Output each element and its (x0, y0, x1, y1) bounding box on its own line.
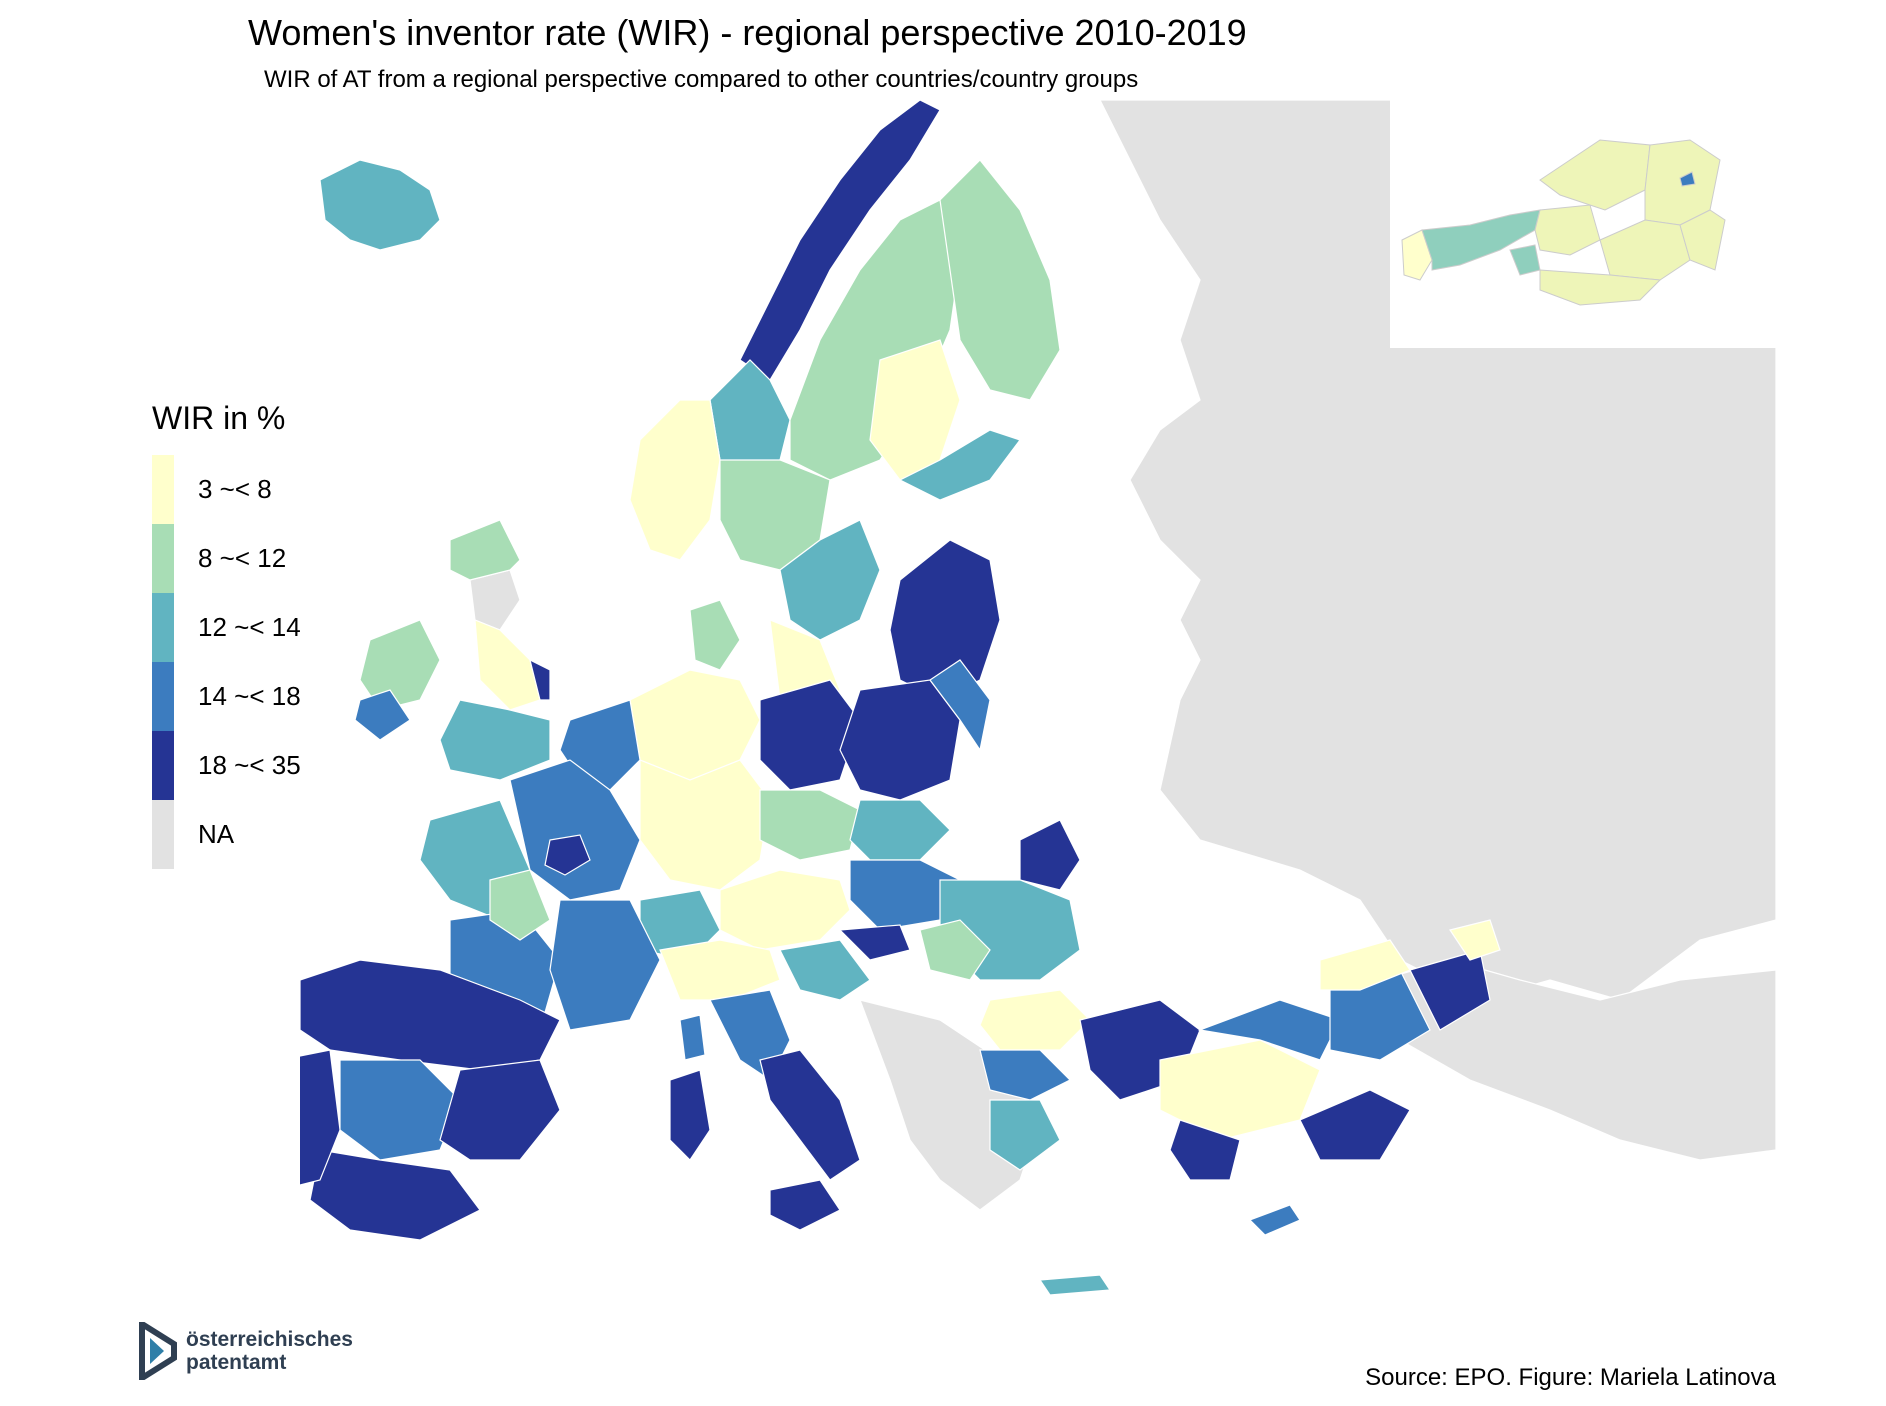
region-spain-south (309, 1149, 481, 1241)
region-turkey-south (1169, 1119, 1241, 1181)
region-na-caucasus (1379, 959, 1776, 1161)
region-turkey-southeast (1299, 1089, 1411, 1161)
region-england-south (439, 699, 551, 781)
legend-title: WIR in % (152, 400, 286, 436)
legend-label: 12 ~< 14 (198, 612, 301, 642)
source-note: Source: EPO. Figure: Mariela Latinova (1365, 1364, 1776, 1391)
austria-inset-svg (1401, 139, 1726, 306)
legend-swatch (152, 455, 174, 524)
map-svg (300, 100, 1776, 1296)
region-france-paris (544, 834, 591, 876)
map-subtitle: WIR of AT from a regional perspective co… (264, 66, 1139, 93)
region-corsica (679, 1014, 706, 1061)
region-baltics (889, 539, 1001, 701)
inset-vorarlberg (1401, 229, 1433, 281)
region-england-east (529, 658, 551, 701)
legend-item: 8 ~< 12 (152, 524, 301, 593)
region-sardinia (669, 1069, 711, 1161)
map-title: Women's inventor rate (WIR) - regional p… (248, 12, 1247, 53)
region-na-balkans (859, 999, 1041, 1211)
legend-swatch (152, 662, 174, 731)
inset-east-tyrol (1509, 244, 1541, 276)
region-norway-south (629, 399, 721, 561)
legend-swatch (152, 731, 174, 800)
region-spain-east (439, 1059, 561, 1161)
region-turkey-far-northeast (1449, 919, 1501, 961)
region-england-north (474, 619, 541, 711)
region-austria (719, 869, 851, 951)
region-sweden-east (779, 519, 881, 641)
region-poland-west (759, 679, 861, 791)
patentamt-logo-icon (139, 1322, 177, 1380)
region-portugal (300, 1049, 341, 1186)
region-france-center (489, 869, 551, 941)
inset-styria (1599, 219, 1691, 281)
region-poland-southeast (929, 659, 991, 752)
legend-swatch (152, 593, 174, 662)
region-ireland (359, 619, 441, 711)
austria-inset (1390, 100, 1776, 348)
legend-label: 3 ~< 8 (198, 474, 272, 504)
region-norway-north (739, 100, 941, 381)
region-czechia (759, 789, 861, 861)
legend-item: 3 ~< 8 (152, 455, 301, 524)
region-romania-central (919, 919, 991, 981)
logo-text: österreichisches patentamt (186, 1328, 353, 1374)
inset-upper-austria (1539, 139, 1651, 211)
region-turkey-northeast (1319, 939, 1411, 991)
inset-carinthia (1539, 269, 1662, 306)
region-france-southeast (549, 899, 661, 1031)
logo-line2: patentamt (186, 1351, 287, 1374)
region-denmark (689, 599, 741, 671)
region-bulgaria (979, 989, 1091, 1051)
patentamt-logo: österreichisches patentamt (138, 1322, 353, 1380)
inset-vienna (1679, 171, 1696, 187)
legend-label: 18 ~< 35 (198, 750, 301, 780)
region-romania-north (1019, 819, 1081, 891)
region-italy-north (659, 939, 781, 1001)
inset-burgenland (1679, 209, 1726, 271)
region-france-north (509, 759, 641, 901)
region-germany-south (639, 759, 771, 891)
logo-line1: österreichisches (186, 1328, 353, 1351)
legend-swatch (152, 800, 174, 869)
inset-salzburg (1534, 204, 1601, 256)
region-ireland-south (354, 689, 411, 741)
region-turkey-far-east (1409, 949, 1491, 1031)
region-croatia (779, 939, 871, 1001)
region-slovakia (849, 799, 951, 861)
legend-item: NA (152, 800, 301, 869)
region-spain-central (339, 1059, 461, 1161)
legend-label: 8 ~< 12 (198, 543, 287, 573)
region-italy-south (759, 1049, 861, 1181)
legend: WIR in % 3 ~< 8 8 ~< 12 12 ~< 14 14 ~< 1… (152, 400, 301, 869)
legend-item: 12 ~< 14 (152, 593, 301, 662)
legend-item: 18 ~< 35 (152, 731, 301, 800)
region-iceland (319, 159, 441, 251)
region-greece-south (989, 1099, 1061, 1171)
region-croatia-east (838, 924, 911, 961)
region-finland-coast (898, 429, 1021, 501)
legend-label: 14 ~< 18 (198, 681, 301, 711)
europe-map (300, 100, 1776, 1370)
region-cyprus (1248, 1204, 1301, 1236)
legend-item: 14 ~< 18 (152, 662, 301, 731)
region-scotland (449, 519, 521, 581)
legend-label: NA (198, 819, 235, 849)
inset-tyrol (1421, 209, 1541, 271)
region-greece-north (979, 1049, 1072, 1101)
region-sicily (769, 1179, 841, 1231)
region-poland-east (839, 679, 961, 801)
region-finland-north (939, 159, 1061, 401)
region-crete (1038, 1274, 1112, 1296)
legend-swatch (152, 524, 174, 593)
